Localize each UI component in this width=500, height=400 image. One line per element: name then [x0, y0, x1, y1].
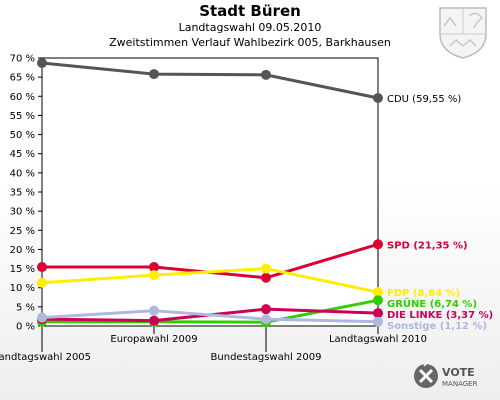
data-point-fdp [149, 270, 159, 281]
data-point-die-linke [373, 308, 383, 319]
y-tick-label: 25 % [10, 226, 35, 237]
y-tick-label: 20 % [10, 245, 35, 256]
data-point-spd [373, 239, 383, 250]
y-tick-label: 55 % [10, 111, 35, 122]
data-point-gr-ne [373, 295, 383, 306]
data-point-fdp [373, 287, 383, 298]
data-point-fdp [261, 263, 271, 274]
chart-title: Stadt Büren [199, 2, 301, 20]
series-end-label: GRÜNE (6,74 %) [387, 296, 477, 310]
data-point-cdu [261, 69, 271, 80]
series-end-label: Sonstige (1,12 %) [387, 321, 487, 332]
y-tick-label: 30 % [10, 207, 35, 218]
y-tick-label: 35 % [10, 188, 35, 199]
data-point-sonstige [149, 305, 159, 316]
series-line-fdp [41, 267, 379, 294]
data-point-sonstige [373, 316, 383, 327]
coat-of-arms-icon [439, 7, 487, 59]
data-point-spd [261, 272, 271, 283]
x-tick-label: Landtagswahl 2010 [329, 334, 427, 345]
data-point-cdu [149, 69, 159, 80]
y-tick-label: 50 % [10, 130, 35, 141]
data-point-cdu [37, 57, 47, 68]
data-point-die-linke [149, 315, 159, 326]
y-tick-label: 70 % [10, 54, 35, 65]
x-tick-label: Landtagswahl 2005 [0, 352, 91, 363]
logo-vote-text: VOTE [442, 366, 475, 379]
data-point-sonstige [261, 314, 271, 325]
x-tick-label: Europawahl 2009 [110, 334, 197, 345]
y-tick-label: 65 % [10, 73, 35, 84]
data-point-sonstige [37, 312, 47, 323]
y-tick-label: 45 % [10, 149, 35, 160]
data-point-die-linke [261, 304, 271, 315]
series-end-label: FDP (8,84 %) [387, 288, 460, 299]
y-tick-label: 10 % [10, 283, 35, 294]
series-end-label: SPD (21,35 %) [387, 240, 468, 251]
series-end-label: CDU (59,55 %) [387, 94, 461, 105]
series-end-label: DIE LINKE (3,37 %) [387, 310, 493, 321]
y-tick-label: 0 % [16, 322, 35, 333]
y-tick-label: 15 % [10, 264, 35, 275]
data-point-cdu [373, 93, 383, 104]
data-point-spd [149, 262, 159, 273]
y-tick-label: 40 % [10, 168, 35, 179]
chart-subtitle-election: Landtagswahl 09.05.2010 [178, 21, 322, 34]
plot-area [41, 57, 379, 327]
votemanager-logo: VOTE MANAGER [414, 360, 478, 388]
y-tick-label: 60 % [10, 92, 35, 103]
chart-subtitle-district: Zweitstimmen Verlauf Wahlbezirk 005, Bar… [109, 36, 391, 49]
logo-manager-text: MANAGER [442, 380, 478, 388]
data-point-fdp [37, 277, 47, 288]
series-line-cdu [41, 61, 379, 100]
data-point-spd [37, 262, 47, 273]
title-block: Stadt Büren Landtagswahl 09.05.2010 Zwei… [0, 2, 500, 50]
y-tick-label: 5 % [16, 302, 35, 313]
series-line-sonstige [41, 309, 379, 324]
x-tick-label: Bundestagswahl 2009 [211, 352, 322, 363]
